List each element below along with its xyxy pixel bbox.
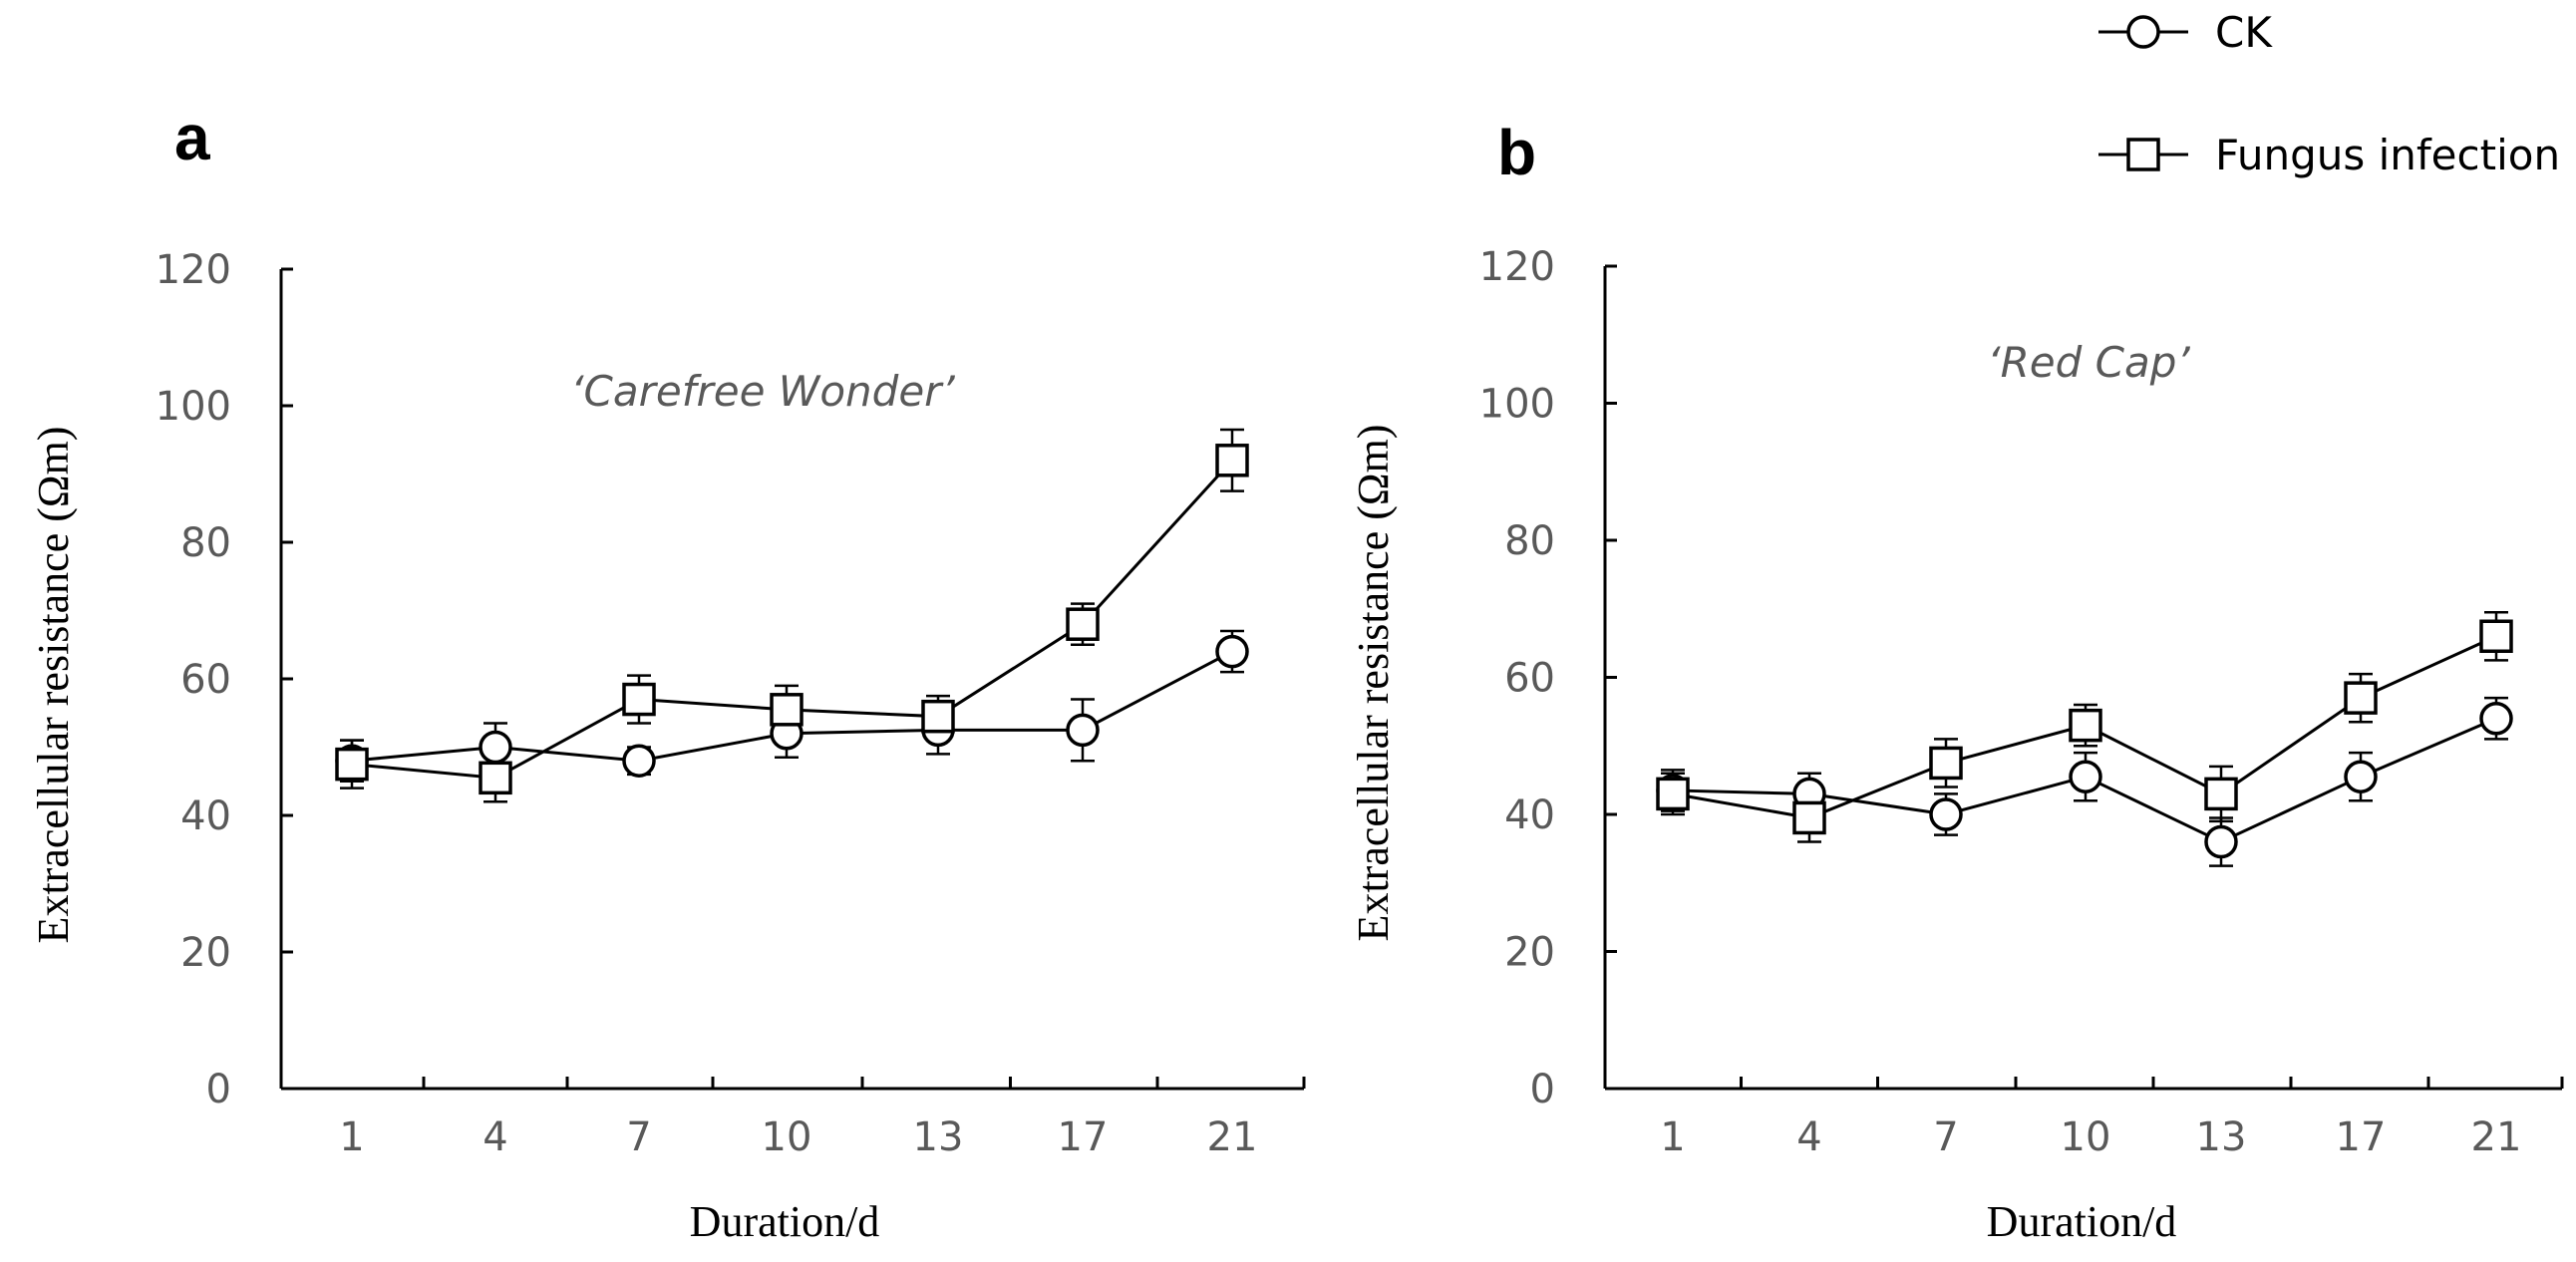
panel-b-ck-point	[1929, 797, 1963, 831]
panel-a-plot-area: 0 20 40 60 80 100 120 1 4 7 10 13 17 21	[156, 247, 1306, 1160]
panel-a-fungus-point	[1066, 607, 1100, 641]
legend-fungus-marker	[2126, 138, 2160, 171]
panel-a-x-tick-label: 4	[483, 1114, 507, 1160]
panel-b-ck-point	[2344, 760, 2378, 793]
panel-a-fungus-point	[1215, 444, 1249, 477]
legend-ck-marker	[2126, 15, 2160, 49]
panel-a-ck-point	[1066, 713, 1100, 748]
legend-fungus-label: Fungus infection	[2215, 131, 2560, 179]
panel-a-cultivar-title: ‘Carefree Wonder’	[570, 367, 955, 416]
panel-a-ck-point	[479, 730, 512, 765]
panel-b-y-tick-label: 20	[1504, 930, 1555, 976]
panel-a-fungus-point	[479, 761, 512, 795]
panel-a: a ‘Carefree Wonder’ Extracellular resist…	[29, 102, 1306, 1246]
panel-a-x-tick-label: 1	[339, 1114, 364, 1160]
panel-b-y-tick-label: 120	[1479, 244, 1555, 290]
panel-b-fungus-point	[1929, 746, 1963, 781]
panel-b-y-tick-label: 100	[1479, 382, 1555, 428]
panel-b-y-tick-label: 60	[1504, 656, 1555, 702]
panel-b-letter: b	[1497, 117, 1536, 188]
panel-a-x-tick-label: 17	[1058, 1114, 1109, 1160]
panel-a-ck-point	[622, 744, 656, 778]
panel-a-fungus-point	[921, 699, 955, 734]
panel-b: b ‘Red Cap’ Extracellular resistance (Ωm…	[1349, 117, 2564, 1246]
panel-a-y-axis-title: Extracellular resistance (Ωm)	[29, 427, 78, 944]
panel-a-fungus-point	[335, 747, 369, 782]
legend-entry-fungus-infection: Fungus infection	[2098, 131, 2560, 179]
panel-b-fungus-point	[1656, 777, 1690, 811]
panel-a-x-tick-label: 7	[626, 1114, 651, 1160]
panel-a-fungus-point	[770, 693, 804, 727]
panel-a-y-tick-label: 0	[206, 1067, 231, 1112]
panel-b-fungus-point	[1792, 800, 1826, 835]
panel-b-y-tick-label: 80	[1504, 518, 1555, 564]
panel-b-cultivar-title: ‘Red Cap’	[1987, 338, 2190, 387]
panel-b-x-tick-label: 4	[1796, 1114, 1821, 1160]
legend-entry-ck: CK	[2098, 8, 2273, 57]
panel-b-fungus-point	[2204, 777, 2238, 811]
panel-b-ck-point	[2069, 760, 2102, 793]
panel-a-x-tick-label: 13	[913, 1114, 964, 1160]
panel-a-x-tick-label: 21	[1207, 1114, 1258, 1160]
legend-ck-label: CK	[2215, 8, 2273, 57]
panel-b-x-tick-label: 10	[2061, 1114, 2111, 1160]
panel-a-y-tick-label: 100	[156, 384, 231, 430]
panel-b-x-tick-label: 21	[2471, 1114, 2522, 1160]
panel-a-y-tick-label: 40	[180, 793, 231, 839]
panel-a-y-tick-label: 60	[180, 657, 231, 703]
panel-a-y-tick-label: 20	[180, 930, 231, 976]
panel-b-x-tick-label: 1	[1660, 1114, 1685, 1160]
panel-a-y-tick-label: 80	[180, 520, 231, 566]
panel-a-y-tick-label: 120	[156, 247, 231, 293]
legend: CK Fungus infection	[2098, 8, 2560, 179]
panel-b-fungus-point	[2479, 619, 2513, 653]
panel-b-ck-point	[2204, 824, 2238, 859]
panel-a-x-axis-title: Duration/d	[690, 1197, 880, 1246]
panel-b-y-tick-label: 40	[1504, 792, 1555, 838]
panel-b-fungus-point	[2344, 681, 2378, 715]
panel-b-x-tick-label: 17	[2336, 1114, 2387, 1160]
panel-a-ck-point	[1215, 634, 1249, 669]
panel-a-fungus-point	[622, 682, 656, 717]
panel-a-x-tick-label: 10	[762, 1114, 812, 1160]
panel-a-letter: a	[174, 102, 210, 173]
panel-b-x-tick-label: 7	[1933, 1114, 1958, 1160]
panel-b-x-axis-title: Duration/d	[1987, 1197, 2177, 1246]
panel-b-x-tick-label: 13	[2196, 1114, 2247, 1160]
panel-b-ck-point	[2479, 702, 2513, 736]
panel-b-y-tick-label: 0	[1530, 1067, 1555, 1112]
panel-b-fungus-point	[2069, 708, 2102, 743]
panel-b-plot-area: 0 20 40 60 80 100 120 1 4 7 10 13 17 21	[1479, 244, 2564, 1160]
panel-b-y-axis-title: Extracellular resistance (Ωm)	[1349, 425, 1398, 942]
